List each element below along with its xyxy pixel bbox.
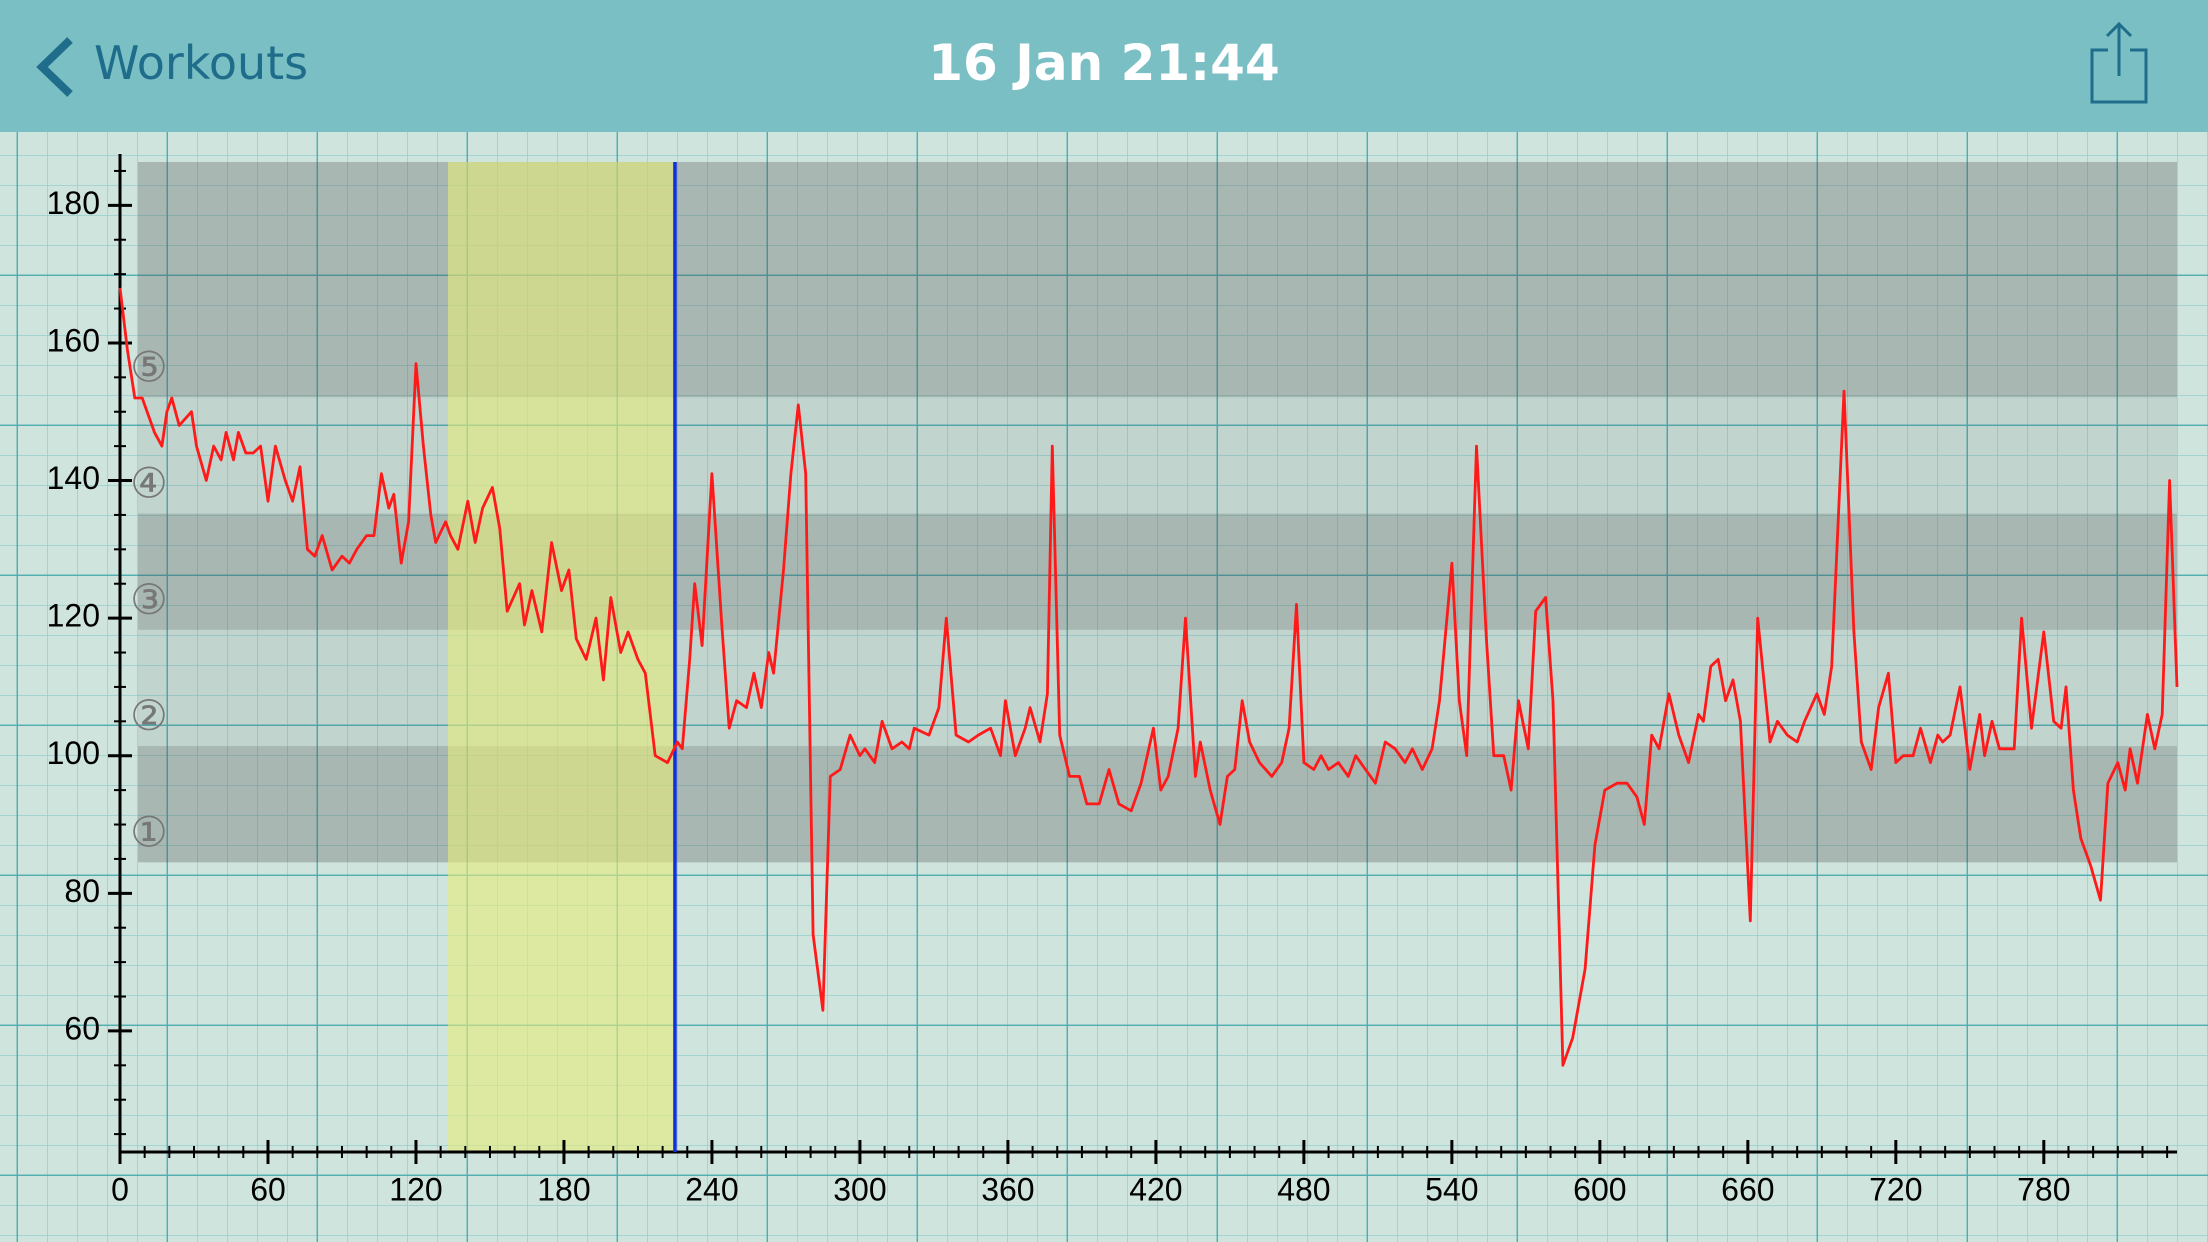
back-button[interactable]: Workouts: [94, 36, 309, 90]
x-tick-label: 60: [250, 1171, 286, 1207]
x-tick-label: 240: [685, 1171, 738, 1207]
zone-label: ①: [130, 807, 168, 856]
nav-bar: Workouts 16 Jan 21:44: [0, 0, 2208, 132]
x-tick-label: 180: [537, 1171, 590, 1207]
zone-band: [138, 397, 2177, 514]
zone-label: ⑤: [130, 342, 168, 391]
nav-title: 16 Jan 21:44: [928, 34, 1280, 92]
zone-band: [138, 513, 2177, 630]
highlight-range: [448, 162, 675, 1152]
x-tick-label: 420: [1129, 1171, 1182, 1207]
zone-label: ④: [130, 459, 168, 508]
y-tick-label: 120: [47, 598, 100, 634]
zone-band: [138, 629, 2177, 747]
y-tick-label: 140: [47, 460, 100, 496]
zone-label: ②: [130, 691, 168, 740]
x-tick-label: 540: [1425, 1171, 1478, 1207]
zone-label: ③: [130, 575, 168, 624]
x-tick-label: 660: [1721, 1171, 1774, 1207]
x-tick-label: 480: [1277, 1171, 1330, 1207]
share-button[interactable]: [2088, 20, 2152, 106]
x-tick-label: 360: [981, 1171, 1034, 1207]
x-tick-label: 0: [111, 1171, 129, 1207]
x-tick-label: 300: [833, 1171, 886, 1207]
y-tick-label: 80: [64, 873, 100, 909]
back-chevron[interactable]: [34, 36, 78, 98]
heart-rate-line: [118, 287, 2179, 1067]
x-tick-label: 780: [2017, 1171, 2070, 1207]
y-tick-label: 180: [47, 185, 100, 221]
x-tick-label: 600: [1573, 1171, 1626, 1207]
chart: ① ② ③ ④ ⑤ 0 60 120 180 240 300 360 420 480 540 600 660 72…: [0, 132, 2208, 1242]
graph-paper-major: [0, 132, 2208, 1242]
x-tick-label: 120: [389, 1171, 442, 1207]
zone-band: [138, 162, 2177, 398]
y-tick-label: 160: [47, 322, 100, 358]
x-tick-label: 720: [1869, 1171, 1922, 1207]
y-tick-label: 100: [47, 735, 100, 771]
y-tick-label: 60: [64, 1010, 100, 1046]
